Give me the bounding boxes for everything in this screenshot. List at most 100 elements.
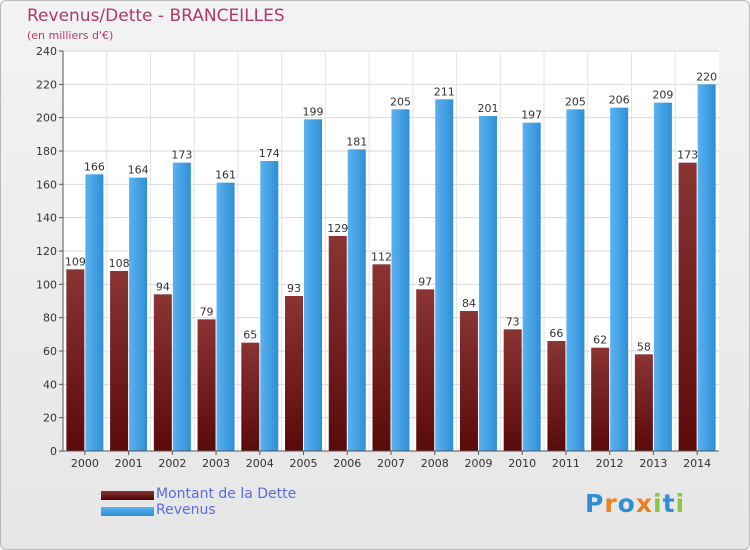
bar-debt-2000: [66, 269, 85, 451]
x-tick-label-2013: 2013: [639, 457, 667, 470]
chart-title: Revenus/Dette - BRANCEILLES: [27, 6, 285, 26]
data-label-revenue-2010: 197: [521, 109, 542, 122]
x-tick-label-2000: 2000: [71, 457, 99, 470]
data-label-revenue-2009: 201: [477, 102, 498, 115]
bar-revenue-2007: [391, 109, 410, 451]
data-label-revenue-2011: 205: [565, 95, 586, 108]
legend-swatch-debt: [101, 491, 154, 500]
x-tick-label-2006: 2006: [333, 457, 361, 470]
bar-revenue-2013: [653, 102, 672, 452]
y-tick-label: 240: [36, 45, 57, 58]
data-label-debt-2008: 97: [418, 275, 432, 288]
y-tick-label: 80: [43, 312, 57, 325]
bar-revenue-2005: [304, 119, 323, 451]
bar-debt-2012: [591, 347, 610, 451]
bar-debt-2006: [328, 236, 347, 451]
bar-debt-2003: [197, 319, 216, 451]
bar-debt-2007: [372, 264, 391, 451]
data-label-debt-2005: 93: [287, 282, 301, 295]
data-label-revenue-2000: 166: [84, 160, 105, 173]
x-tick-label-2009: 2009: [464, 457, 492, 470]
x-tick-label-2008: 2008: [421, 457, 449, 470]
data-label-debt-2009: 84: [462, 297, 476, 310]
data-label-debt-2007: 112: [371, 250, 392, 263]
bar-revenue-2008: [435, 99, 454, 451]
x-tick-label-2010: 2010: [508, 457, 536, 470]
bar-revenue-2003: [216, 182, 235, 451]
logo-letter: r: [604, 489, 618, 518]
bar-debt-2005: [285, 296, 304, 451]
y-tick-label: 60: [43, 345, 57, 358]
legend-label-debt: Montant de la Dette: [156, 486, 297, 502]
data-label-debt-2014: 173: [677, 149, 698, 162]
data-label-revenue-2004: 174: [259, 147, 280, 160]
y-tick-label: 40: [43, 378, 57, 391]
legend-swatch-revenue: [101, 507, 154, 516]
data-label-revenue-2002: 173: [171, 149, 192, 162]
logo-letter: o: [617, 489, 636, 518]
x-tick-label-2002: 2002: [158, 457, 186, 470]
data-label-debt-2011: 66: [549, 327, 563, 340]
bar-revenue-2010: [522, 122, 541, 452]
chart-subtitle: (en milliers d'€): [27, 29, 114, 42]
bar-debt-2011: [547, 341, 566, 451]
bar-revenue-2009: [478, 116, 497, 451]
legend-label-revenue: Revenus: [156, 502, 216, 518]
x-tick-label-2012: 2012: [596, 457, 624, 470]
bar-revenue-2001: [129, 177, 148, 451]
data-label-debt-2001: 108: [109, 257, 130, 270]
bar-revenue-2014: [697, 84, 716, 451]
data-label-revenue-2003: 161: [215, 169, 236, 182]
x-tick-label-2003: 2003: [202, 457, 230, 470]
y-tick-label: 140: [36, 212, 57, 225]
logo-letter: i: [675, 489, 686, 518]
data-label-debt-2013: 58: [637, 340, 651, 353]
x-tick-label-2001: 2001: [115, 457, 143, 470]
bar-debt-2013: [634, 354, 653, 451]
bar-debt-2010: [503, 329, 522, 451]
y-tick-label: 0: [50, 445, 57, 458]
bar-revenue-2000: [85, 174, 104, 452]
data-label-debt-2010: 73: [506, 315, 520, 328]
x-tick-label-2011: 2011: [552, 457, 580, 470]
data-label-revenue-2008: 211: [434, 85, 455, 98]
data-label-revenue-2005: 199: [303, 105, 324, 118]
proxiti-logo: Proxiti: [585, 489, 685, 518]
data-label-revenue-2007: 205: [390, 95, 411, 108]
x-tick-label-2014: 2014: [683, 457, 711, 470]
y-tick-label: 180: [36, 145, 57, 158]
bar-revenue-2006: [347, 149, 366, 452]
data-label-revenue-2013: 209: [652, 89, 673, 102]
data-label-revenue-2012: 206: [609, 94, 630, 107]
y-tick-label: 120: [36, 245, 57, 258]
y-tick-label: 100: [36, 278, 57, 291]
bar-debt-2009: [459, 311, 478, 451]
bar-revenue-2002: [172, 162, 191, 451]
bar-revenue-2012: [610, 107, 629, 452]
data-label-debt-2003: 79: [200, 305, 214, 318]
x-tick-label-2005: 2005: [290, 457, 318, 470]
data-label-revenue-2014: 220: [696, 70, 717, 83]
y-tick-label: 160: [36, 178, 57, 191]
bar-debt-2002: [153, 294, 172, 451]
y-tick-label: 20: [43, 412, 57, 425]
logo-letter: t: [662, 489, 676, 518]
bar-debt-2001: [110, 271, 129, 451]
bar-debt-2014: [678, 162, 697, 451]
data-label-debt-2012: 62: [593, 334, 607, 347]
logo-letter: x: [635, 489, 653, 518]
x-tick-label-2007: 2007: [377, 457, 405, 470]
data-label-debt-2006: 129: [327, 222, 348, 235]
y-tick-label: 220: [36, 78, 57, 91]
data-label-debt-2000: 109: [65, 255, 86, 268]
data-label-revenue-2001: 164: [128, 164, 149, 177]
data-label-debt-2002: 94: [156, 280, 170, 293]
logo-letter: i: [653, 489, 663, 518]
y-tick-label: 200: [36, 112, 57, 125]
data-label-debt-2004: 65: [243, 329, 257, 342]
logo-letter: P: [585, 489, 605, 518]
bar-debt-2004: [241, 342, 260, 451]
bar-revenue-2011: [566, 109, 585, 451]
x-tick-label-2004: 2004: [246, 457, 274, 470]
